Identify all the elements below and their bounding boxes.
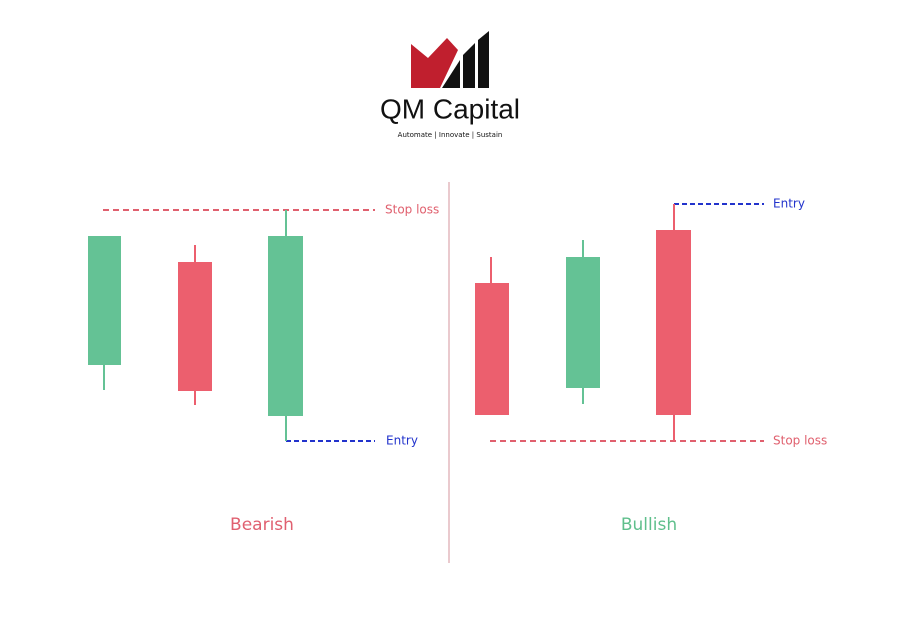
candle-body bbox=[268, 236, 303, 416]
logo-title: QM Capital bbox=[380, 93, 520, 124]
stop-loss-label: Stop loss bbox=[773, 434, 827, 448]
candle-body bbox=[88, 236, 121, 365]
candle-body bbox=[566, 257, 600, 388]
logo: QM Capital Automate | Innovate | Sustain bbox=[380, 31, 520, 139]
logo-bar bbox=[478, 31, 489, 88]
logo-bar bbox=[463, 43, 475, 88]
bullish-panel: Entry Stop loss Bullish bbox=[475, 197, 827, 535]
entry-label: Entry bbox=[773, 197, 805, 211]
bearish-panel: Stop loss Entry Bearish bbox=[88, 203, 439, 535]
entry-label: Entry bbox=[386, 434, 418, 448]
panel-title: Bullish bbox=[621, 515, 677, 535]
candle-body bbox=[475, 283, 509, 415]
logo-mark-red bbox=[411, 38, 458, 88]
logo-bar bbox=[442, 60, 460, 88]
panel-title: Bearish bbox=[230, 515, 294, 535]
candle-body bbox=[656, 230, 691, 415]
candle-body bbox=[178, 262, 212, 391]
logo-tagline: Automate | Innovate | Sustain bbox=[398, 131, 503, 139]
stop-loss-label: Stop loss bbox=[385, 203, 439, 217]
